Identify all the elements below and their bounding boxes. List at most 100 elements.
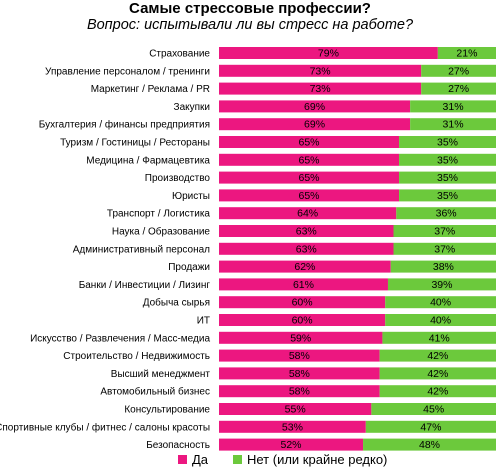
category-label-13: Банки / Инвестиции / Лизинг [79,280,211,291]
data-label-no-21: 47% [420,421,441,433]
category-label-11: Административный персонал [73,244,210,255]
data-label-no-2: 27% [448,83,469,95]
data-label-no-18: 42% [427,368,448,380]
data-label-yes-11: 63% [296,243,317,255]
category-label-6: Медицина / Фармацевтика [86,155,210,166]
bar-yes-11 [219,242,394,255]
bar-no-16 [382,331,496,344]
data-label-yes-9: 64% [297,208,318,220]
bar-yes-7 [219,171,400,184]
bar-yes-18 [219,367,380,380]
data-label-yes-1: 73% [310,65,331,77]
bar-yes-17 [219,349,380,362]
bar-yes-2 [219,82,422,95]
category-label-9: Транспорт / Логистика [107,209,211,220]
data-label-no-6: 35% [437,154,458,166]
bar-yes-0 [219,47,438,59]
data-label-yes-21: 53% [282,421,303,433]
bar-no-3 [410,100,496,113]
category-label-14: Добыча сырья [143,297,210,309]
data-label-yes-8: 65% [299,190,320,202]
data-label-no-10: 37% [434,226,455,238]
bar-no-6 [399,153,496,166]
bar-no-4 [410,118,496,131]
bar-yes-12 [219,260,391,273]
bar-yes-19 [219,385,380,398]
bar-no-12 [390,260,496,273]
bar-yes-22 [219,438,364,451]
bar-yes-5 [219,136,400,148]
legend-label-yes: Да [192,452,209,467]
bar-no-22 [363,438,496,451]
data-label-no-20: 45% [423,404,444,416]
bar-no-15 [385,314,496,326]
data-label-yes-10: 63% [296,226,317,238]
data-label-no-17: 42% [427,350,448,362]
data-label-no-16: 41% [429,332,450,344]
data-label-yes-4: 69% [304,119,325,131]
legend-item-no: Нет (или крайне редко) [233,452,387,467]
bar-no-2 [421,82,496,95]
data-label-yes-15: 60% [292,315,313,327]
data-label-yes-16: 59% [290,332,311,344]
category-label-8: Юристы [172,191,210,202]
category-label-18: Высший менеджмент [111,369,211,380]
category-label-5: Туризм / Гостиницы / Рестораны [60,138,210,149]
data-label-yes-20: 55% [285,404,306,416]
data-label-no-5: 35% [437,137,458,149]
data-label-no-4: 31% [443,119,464,131]
data-label-yes-19: 58% [289,386,310,398]
category-label-19: Автомобильный бизнес [100,386,210,398]
category-label-15: ИТ [197,316,210,327]
data-label-no-11: 37% [434,243,455,255]
category-label-0: Страхование [149,49,210,60]
legend-item-yes: Да [178,452,208,467]
category-label-12: Продажи [168,262,210,273]
bar-yes-21 [219,420,366,433]
category-label-10: Наука / Образование [112,226,211,238]
data-label-yes-6: 65% [299,154,320,166]
data-label-no-19: 42% [427,386,448,398]
bar-no-7 [399,171,496,184]
bar-yes-13 [219,278,388,291]
bar-no-18 [379,367,496,380]
bar-no-13 [387,278,496,291]
data-label-yes-13: 61% [293,279,314,291]
category-label-17: Строительство / Недвижимость [63,351,210,362]
bar-yes-15 [219,314,386,326]
data-label-no-1: 27% [448,65,469,77]
chart-subtitle: Вопрос: испытывали ли вы стресс на работ… [86,17,414,33]
category-label-21: Спортивные клубы / фитнес / салоны красо… [0,421,210,433]
data-label-yes-12: 62% [294,261,315,273]
bar-yes-14 [219,296,386,309]
data-label-no-8: 35% [437,190,458,202]
legend-label-no: Нет (или крайне редко) [247,452,388,467]
bar-no-21 [365,420,496,433]
data-label-yes-22: 52% [281,439,302,451]
data-label-no-9: 36% [436,208,457,220]
category-label-2: Маркетинг / Реклама / PR [91,84,210,95]
data-label-yes-2: 73% [310,83,331,95]
category-label-22: Безопасность [146,440,210,451]
bar-yes-4 [219,118,411,131]
bar-no-8 [399,189,496,202]
category-label-3: Закупки [174,102,210,113]
legend-swatch-no [233,455,242,464]
data-label-yes-3: 69% [304,101,325,113]
bar-yes-6 [219,153,400,166]
data-label-no-7: 35% [437,172,458,184]
data-label-no-12: 38% [433,261,454,273]
bar-no-11 [393,242,496,255]
data-label-yes-0: 79% [318,48,339,60]
data-label-no-14: 40% [430,297,451,309]
chart-title: Самые стрессовые профессии? [129,0,371,17]
bar-no-14 [385,296,496,309]
category-label-4: Бухгалтерия / финансы предприятия [39,119,210,131]
data-label-yes-7: 65% [299,172,320,184]
bar-yes-8 [219,189,400,202]
data-label-yes-18: 58% [289,368,310,380]
bar-yes-10 [219,225,394,237]
legend-swatch-yes [178,455,187,464]
bar-no-5 [399,136,496,148]
